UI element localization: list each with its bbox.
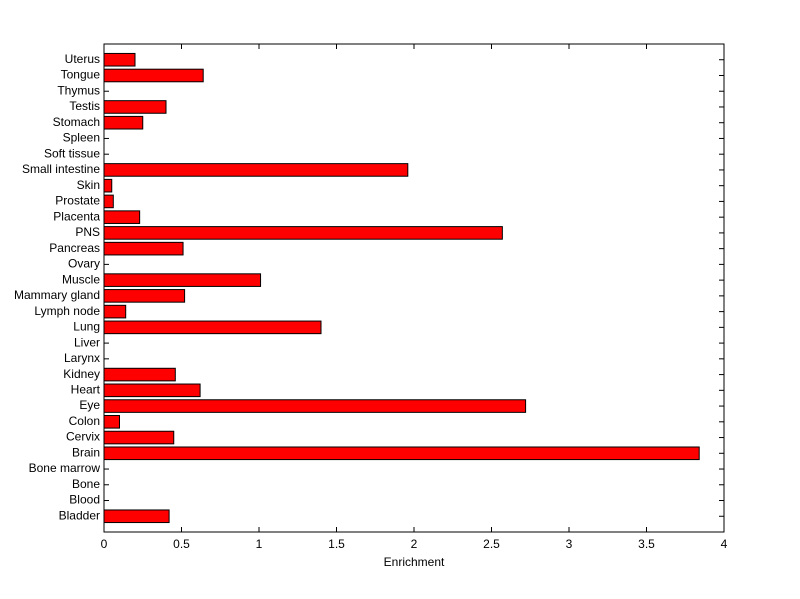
y-tick-label: Placenta — [53, 209, 100, 223]
x-tick-label: 1.5 — [328, 537, 345, 551]
y-tick-label: Pancreas — [49, 241, 100, 255]
y-tick-label: Small intestine — [22, 162, 100, 176]
bar — [103, 289, 186, 303]
plot-frame — [103, 43, 725, 533]
x-tick-label: 3.5 — [638, 537, 655, 551]
y-tick-label: Prostate — [55, 194, 100, 208]
x-axis-label: Enrichment — [384, 555, 445, 569]
y-tick-label: Kidney — [63, 367, 100, 381]
bar — [103, 241, 184, 256]
bar — [103, 304, 127, 319]
y-tick-label: Uterus — [65, 52, 100, 66]
y-tick-label: Bone — [72, 477, 100, 491]
bar — [103, 226, 503, 240]
y-tick-label: Muscle — [62, 272, 100, 286]
bar — [103, 52, 136, 67]
y-tick-label: Lymph node — [34, 304, 100, 318]
y-tick-label: Testis — [69, 99, 100, 113]
y-tick-label: Ovary — [68, 257, 100, 271]
y-tick-label: Lung — [73, 320, 100, 334]
y-tick-label: Heart — [71, 382, 101, 396]
bar — [103, 163, 409, 177]
bar — [103, 383, 201, 398]
bar — [103, 115, 144, 130]
y-tick-label: Bladder — [59, 508, 100, 522]
x-tick-label: 2 — [411, 537, 418, 551]
bar — [103, 320, 322, 335]
y-tick-label: Thymus — [57, 83, 100, 97]
y-tick-label: Soft tissue — [44, 146, 100, 160]
y-tick-label: Colon — [69, 414, 100, 428]
bar — [103, 210, 141, 224]
x-tick-label: 4 — [721, 537, 728, 551]
bar — [103, 446, 700, 461]
y-tick-label: Spleen — [63, 131, 100, 145]
x-tick-label: 2.5 — [483, 537, 500, 551]
bar — [103, 273, 262, 287]
y-tick-label: Brain — [72, 445, 100, 459]
y-tick-label: Cervix — [66, 430, 100, 444]
y-tick-label: Stomach — [53, 115, 100, 129]
y-tick-label: Mammary gland — [14, 288, 100, 302]
x-tick-label: 0.5 — [173, 537, 190, 551]
y-tick-label: Liver — [74, 335, 100, 349]
y-tick-label: Larynx — [64, 351, 100, 365]
y-tick-label: Skin — [77, 178, 100, 192]
bar — [103, 100, 167, 114]
x-tick-label: 3 — [566, 537, 573, 551]
y-tick-label: Tongue — [61, 68, 101, 82]
bar — [103, 415, 120, 429]
x-tick-label: 1 — [256, 537, 263, 551]
y-tick-label: Eye — [79, 398, 100, 412]
x-tick-label: 0 — [101, 537, 108, 551]
bar — [103, 399, 527, 413]
bar — [103, 367, 176, 382]
bar — [103, 178, 113, 193]
y-tick-label: PNS — [75, 225, 100, 239]
y-tick-label: Blood — [69, 493, 100, 507]
bar — [103, 68, 204, 83]
bar — [103, 430, 175, 445]
bar — [103, 509, 170, 524]
y-tick-label: Bone marrow — [29, 461, 101, 475]
bar — [103, 194, 114, 209]
